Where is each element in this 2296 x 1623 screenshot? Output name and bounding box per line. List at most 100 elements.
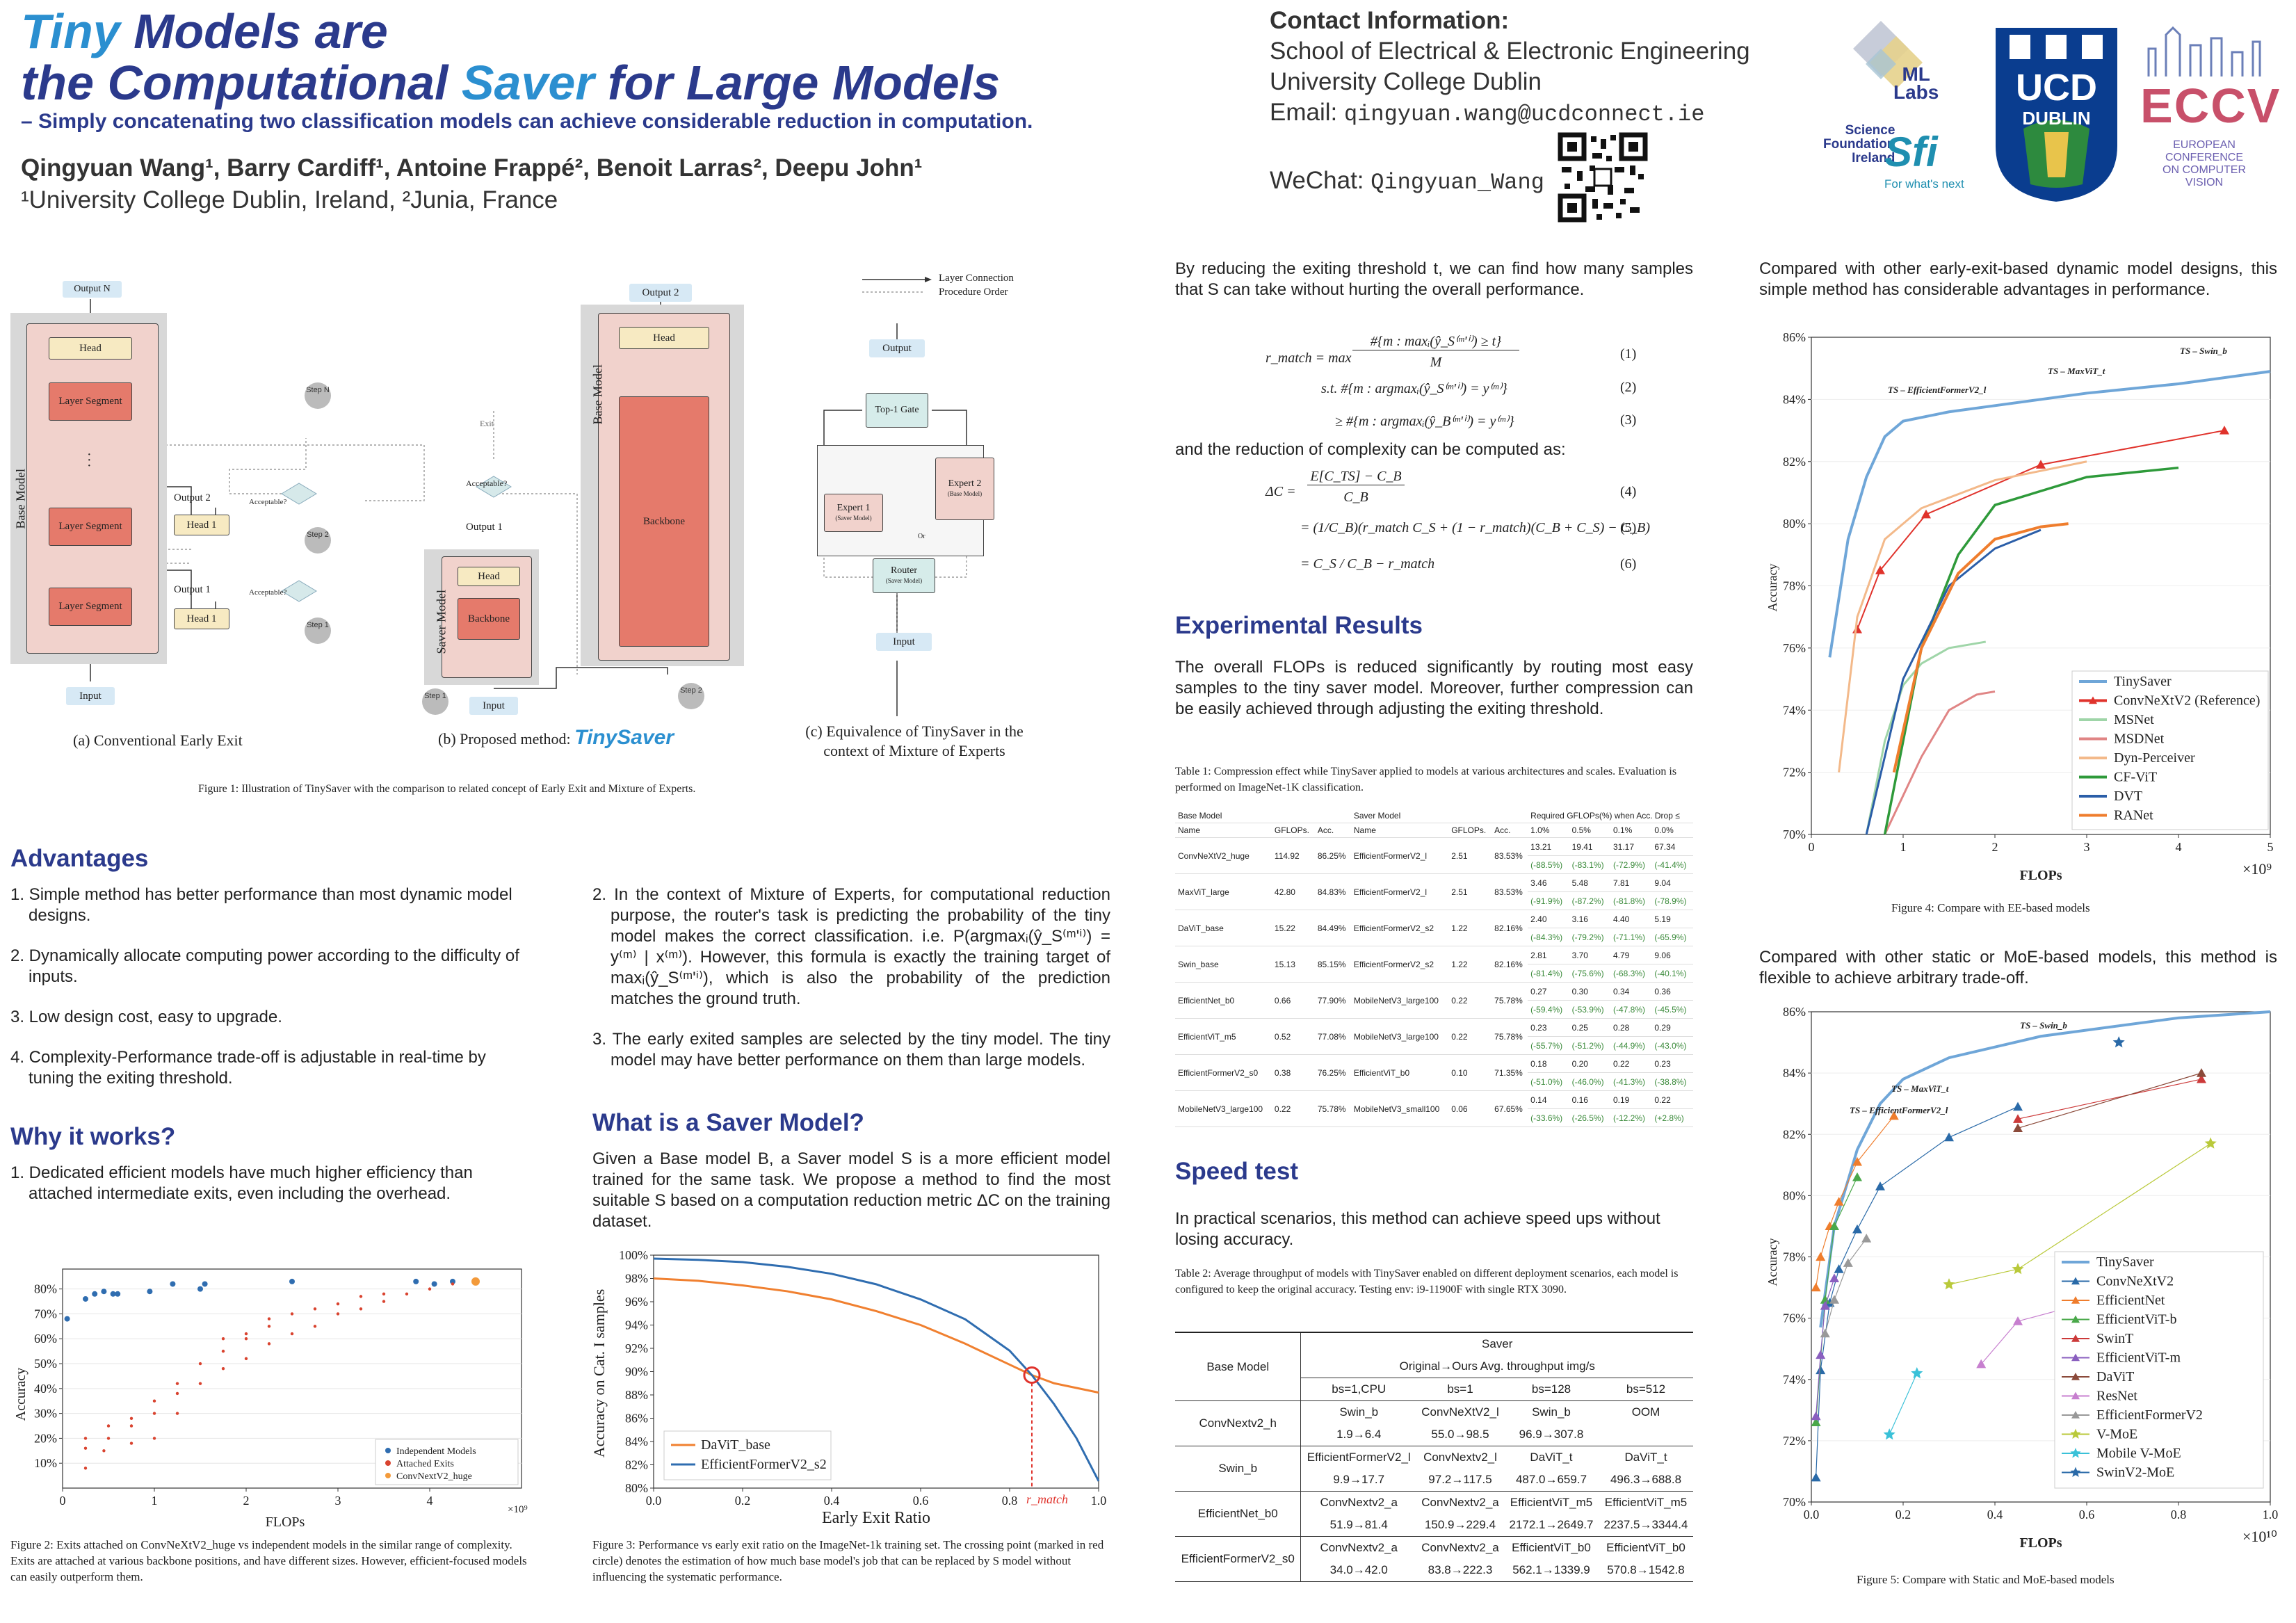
- y-tick-label: 72%: [1783, 1434, 1806, 1448]
- expert1-box: Expert 1 (Saver Model): [824, 494, 883, 532]
- table-cell: (-81.4%): [1528, 964, 1569, 983]
- data-point: [2204, 1137, 2217, 1149]
- table-cell: 0.23: [1528, 1018, 1569, 1037]
- table-row: Swin_b EfficientFormerV2_l ConvNextv2_l DaV…: [1175, 1446, 1693, 1492]
- eq-num-3: (3): [1620, 412, 1637, 428]
- table-cell: 34.0→42.0: [1329, 1563, 1388, 1576]
- poster-subtitle: – Simply concatenating two classificatio…: [21, 110, 1033, 133]
- data-point: [2197, 1068, 2206, 1077]
- table-cell: 96.9→307.8: [1519, 1428, 1584, 1441]
- data-point: [2071, 1277, 2080, 1285]
- input-box-a: Input: [66, 687, 115, 705]
- data-point: [451, 1282, 455, 1286]
- figure-2-chart: 0 1 2 3 4 10% 20% 30% 40% 50% 60% 70% 80% FLOPs Accura…: [13, 1268, 528, 1530]
- data-point: [359, 1307, 363, 1311]
- x-tick-label: 0.8: [2171, 1508, 2187, 1521]
- y-tick-label: 30%: [34, 1407, 57, 1421]
- data-point: [385, 1460, 391, 1466]
- data-point: [221, 1366, 225, 1371]
- table-cell: (-51.2%): [1569, 1036, 1610, 1055]
- data-point: [2070, 1448, 2081, 1458]
- y-tick-label: 70%: [1783, 827, 1806, 841]
- data-point: [1811, 1282, 1821, 1292]
- y-tick-label: 82%: [1783, 1127, 1806, 1141]
- table-cell: 570.8→1542.8: [1607, 1563, 1685, 1576]
- legend-frame: [2071, 670, 2269, 830]
- table-cell: (+2.8%): [1651, 1108, 1693, 1127]
- x-tick-label: 2: [243, 1494, 250, 1508]
- table-cell: (-12.2%): [1610, 1108, 1652, 1127]
- series-line: [1816, 1278, 1835, 1416]
- fig1a-caption: (a) Conventional Early Exit: [73, 732, 243, 749]
- table-cell: EfficientNet_b0: [1175, 1491, 1302, 1537]
- wechat-id: Qingyuan_Wang: [1371, 170, 1544, 195]
- table-cell: MobileNetV3_large100: [1350, 1018, 1449, 1055]
- table-cell: EfficientFormerV2_s0: [1175, 1054, 1272, 1091]
- x-tick-label: 3: [335, 1494, 341, 1508]
- table-1: Base Model Saver Model Required GFLOPs(%…: [1175, 809, 1693, 1127]
- table-cell: 5.19: [1651, 910, 1693, 928]
- saver-heading: What is a Saver Model?: [592, 1109, 864, 1136]
- ucd-text: UCD: [2016, 67, 2097, 108]
- table-cell: EfficientFormerV2_s2: [1350, 946, 1449, 983]
- eq-num-1: (1): [1620, 346, 1637, 362]
- table-cell: 0.25: [1569, 1018, 1610, 1037]
- data-point: [2071, 1411, 2080, 1419]
- email-address[interactable]: qingyuan.wang@ucdconnect.ie: [1343, 102, 1705, 127]
- data-point: [1811, 1417, 1821, 1427]
- table-cell: (-71.1%): [1610, 928, 1652, 946]
- table-cell: 82.16%: [1491, 946, 1528, 983]
- y-tick-label: 92%: [625, 1341, 648, 1355]
- table-cell: 0.14: [1528, 1090, 1569, 1109]
- reduction-text: and the reduction of complexity can be c…: [1175, 440, 1566, 459]
- data-point: [197, 1286, 203, 1292]
- data-point: [1911, 1366, 1923, 1379]
- table-cell: 0.18: [1528, 1054, 1569, 1073]
- table-cell: EfficientFormerV2_l: [1350, 873, 1449, 910]
- table-cell: 84.83%: [1314, 873, 1351, 910]
- data-point: [313, 1307, 317, 1311]
- data-point: [244, 1357, 248, 1361]
- data-point: [115, 1291, 121, 1297]
- legend-layer-connection: Layer Connection: [939, 273, 1014, 284]
- data-point: [1883, 1428, 1895, 1440]
- data-point: [1834, 1264, 1844, 1273]
- data-point: [1921, 509, 1931, 519]
- table-cell: 0.29: [1651, 1018, 1693, 1037]
- table-cell: 0.22: [1271, 1090, 1315, 1127]
- table-1-grid: Base Model Saver Model Required GFLOPs(%…: [1175, 809, 1693, 1127]
- step-2-text-a: Step 2: [307, 531, 329, 539]
- data-point: [221, 1349, 225, 1353]
- table-2-header-row: Base Model Saver: [1175, 1332, 1693, 1401]
- y-tick-label: 70%: [34, 1307, 57, 1321]
- title-large-models: for Large Models: [594, 56, 1001, 110]
- series-line: [1819, 1010, 2271, 1328]
- table-cell: 4.79: [1610, 946, 1652, 964]
- data-point: [2197, 1074, 2206, 1083]
- y-tick-label: 76%: [1783, 1311, 1806, 1325]
- sfi-line3: Ireland: [1852, 151, 1895, 165]
- table-cell: 3.16: [1569, 910, 1610, 928]
- y-tick-label: 82%: [625, 1458, 648, 1472]
- table-cell: 76.25%: [1314, 1054, 1351, 1091]
- router-label: Router: [890, 565, 918, 576]
- table-cell: EfficientFormerV2_s2: [1350, 910, 1449, 946]
- data-point: [152, 1412, 156, 1415]
- table-1-col: GFLOPs.: [1448, 823, 1492, 838]
- data-point: [147, 1289, 153, 1295]
- wechat-line: WeChat: Qingyuan_Wang: [1270, 167, 1544, 195]
- eccv-text: ECCV: [2140, 79, 2281, 133]
- figure-2-plot: 0 1 2 3 4 10% 20% 30% 40% 50% 60% 70% 80% FLOPs Accura…: [13, 1268, 528, 1530]
- data-point: [431, 1281, 437, 1287]
- table-row: ConvNeXtV2_huge 114.92 86.25% EfficientForm…: [1175, 837, 1693, 874]
- fig1b-caption: (b) Proposed method: TinySaver: [438, 726, 674, 750]
- table-row: MobileNetV3_large100 0.22 75.78% MobileNetV…: [1175, 1090, 1693, 1127]
- data-point: [1820, 1328, 1830, 1338]
- table-cell: 9.06: [1651, 946, 1693, 964]
- advantages-heading: Advantages: [10, 845, 149, 872]
- base-model-label-a: Base Model: [13, 469, 28, 529]
- data-point: [1811, 1411, 1821, 1421]
- table-row: (-51.0%) (-46.0%) (-41.3%) (-38.8%): [1175, 1072, 1693, 1091]
- table-cell: (-59.4%): [1528, 1000, 1569, 1019]
- table-cell: ConvNextv2_a: [1421, 1496, 1499, 1509]
